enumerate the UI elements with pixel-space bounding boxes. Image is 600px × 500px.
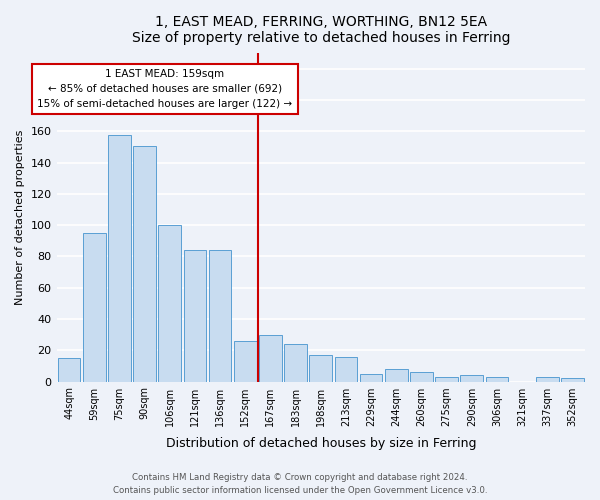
Bar [561, 378, 584, 382]
Bar [209, 250, 232, 382]
Y-axis label: Number of detached properties: Number of detached properties [15, 130, 25, 305]
Bar [234, 341, 257, 382]
Bar [83, 233, 106, 382]
Bar [385, 369, 407, 382]
Bar [410, 372, 433, 382]
Bar [58, 358, 80, 382]
Bar [158, 225, 181, 382]
Text: Contains HM Land Registry data © Crown copyright and database right 2024.
Contai: Contains HM Land Registry data © Crown c… [113, 474, 487, 495]
Bar [460, 376, 483, 382]
Bar [335, 356, 357, 382]
Bar [259, 334, 282, 382]
Bar [435, 377, 458, 382]
Bar [133, 146, 156, 382]
Title: 1, EAST MEAD, FERRING, WORTHING, BN12 5EA
Size of property relative to detached : 1, EAST MEAD, FERRING, WORTHING, BN12 5E… [131, 15, 510, 45]
Bar [108, 134, 131, 382]
X-axis label: Distribution of detached houses by size in Ferring: Distribution of detached houses by size … [166, 437, 476, 450]
Bar [536, 377, 559, 382]
Bar [485, 377, 508, 382]
Bar [284, 344, 307, 382]
Bar [310, 355, 332, 382]
Text: 1 EAST MEAD: 159sqm
← 85% of detached houses are smaller (692)
15% of semi-detac: 1 EAST MEAD: 159sqm ← 85% of detached ho… [37, 69, 292, 108]
Bar [360, 374, 382, 382]
Bar [184, 250, 206, 382]
